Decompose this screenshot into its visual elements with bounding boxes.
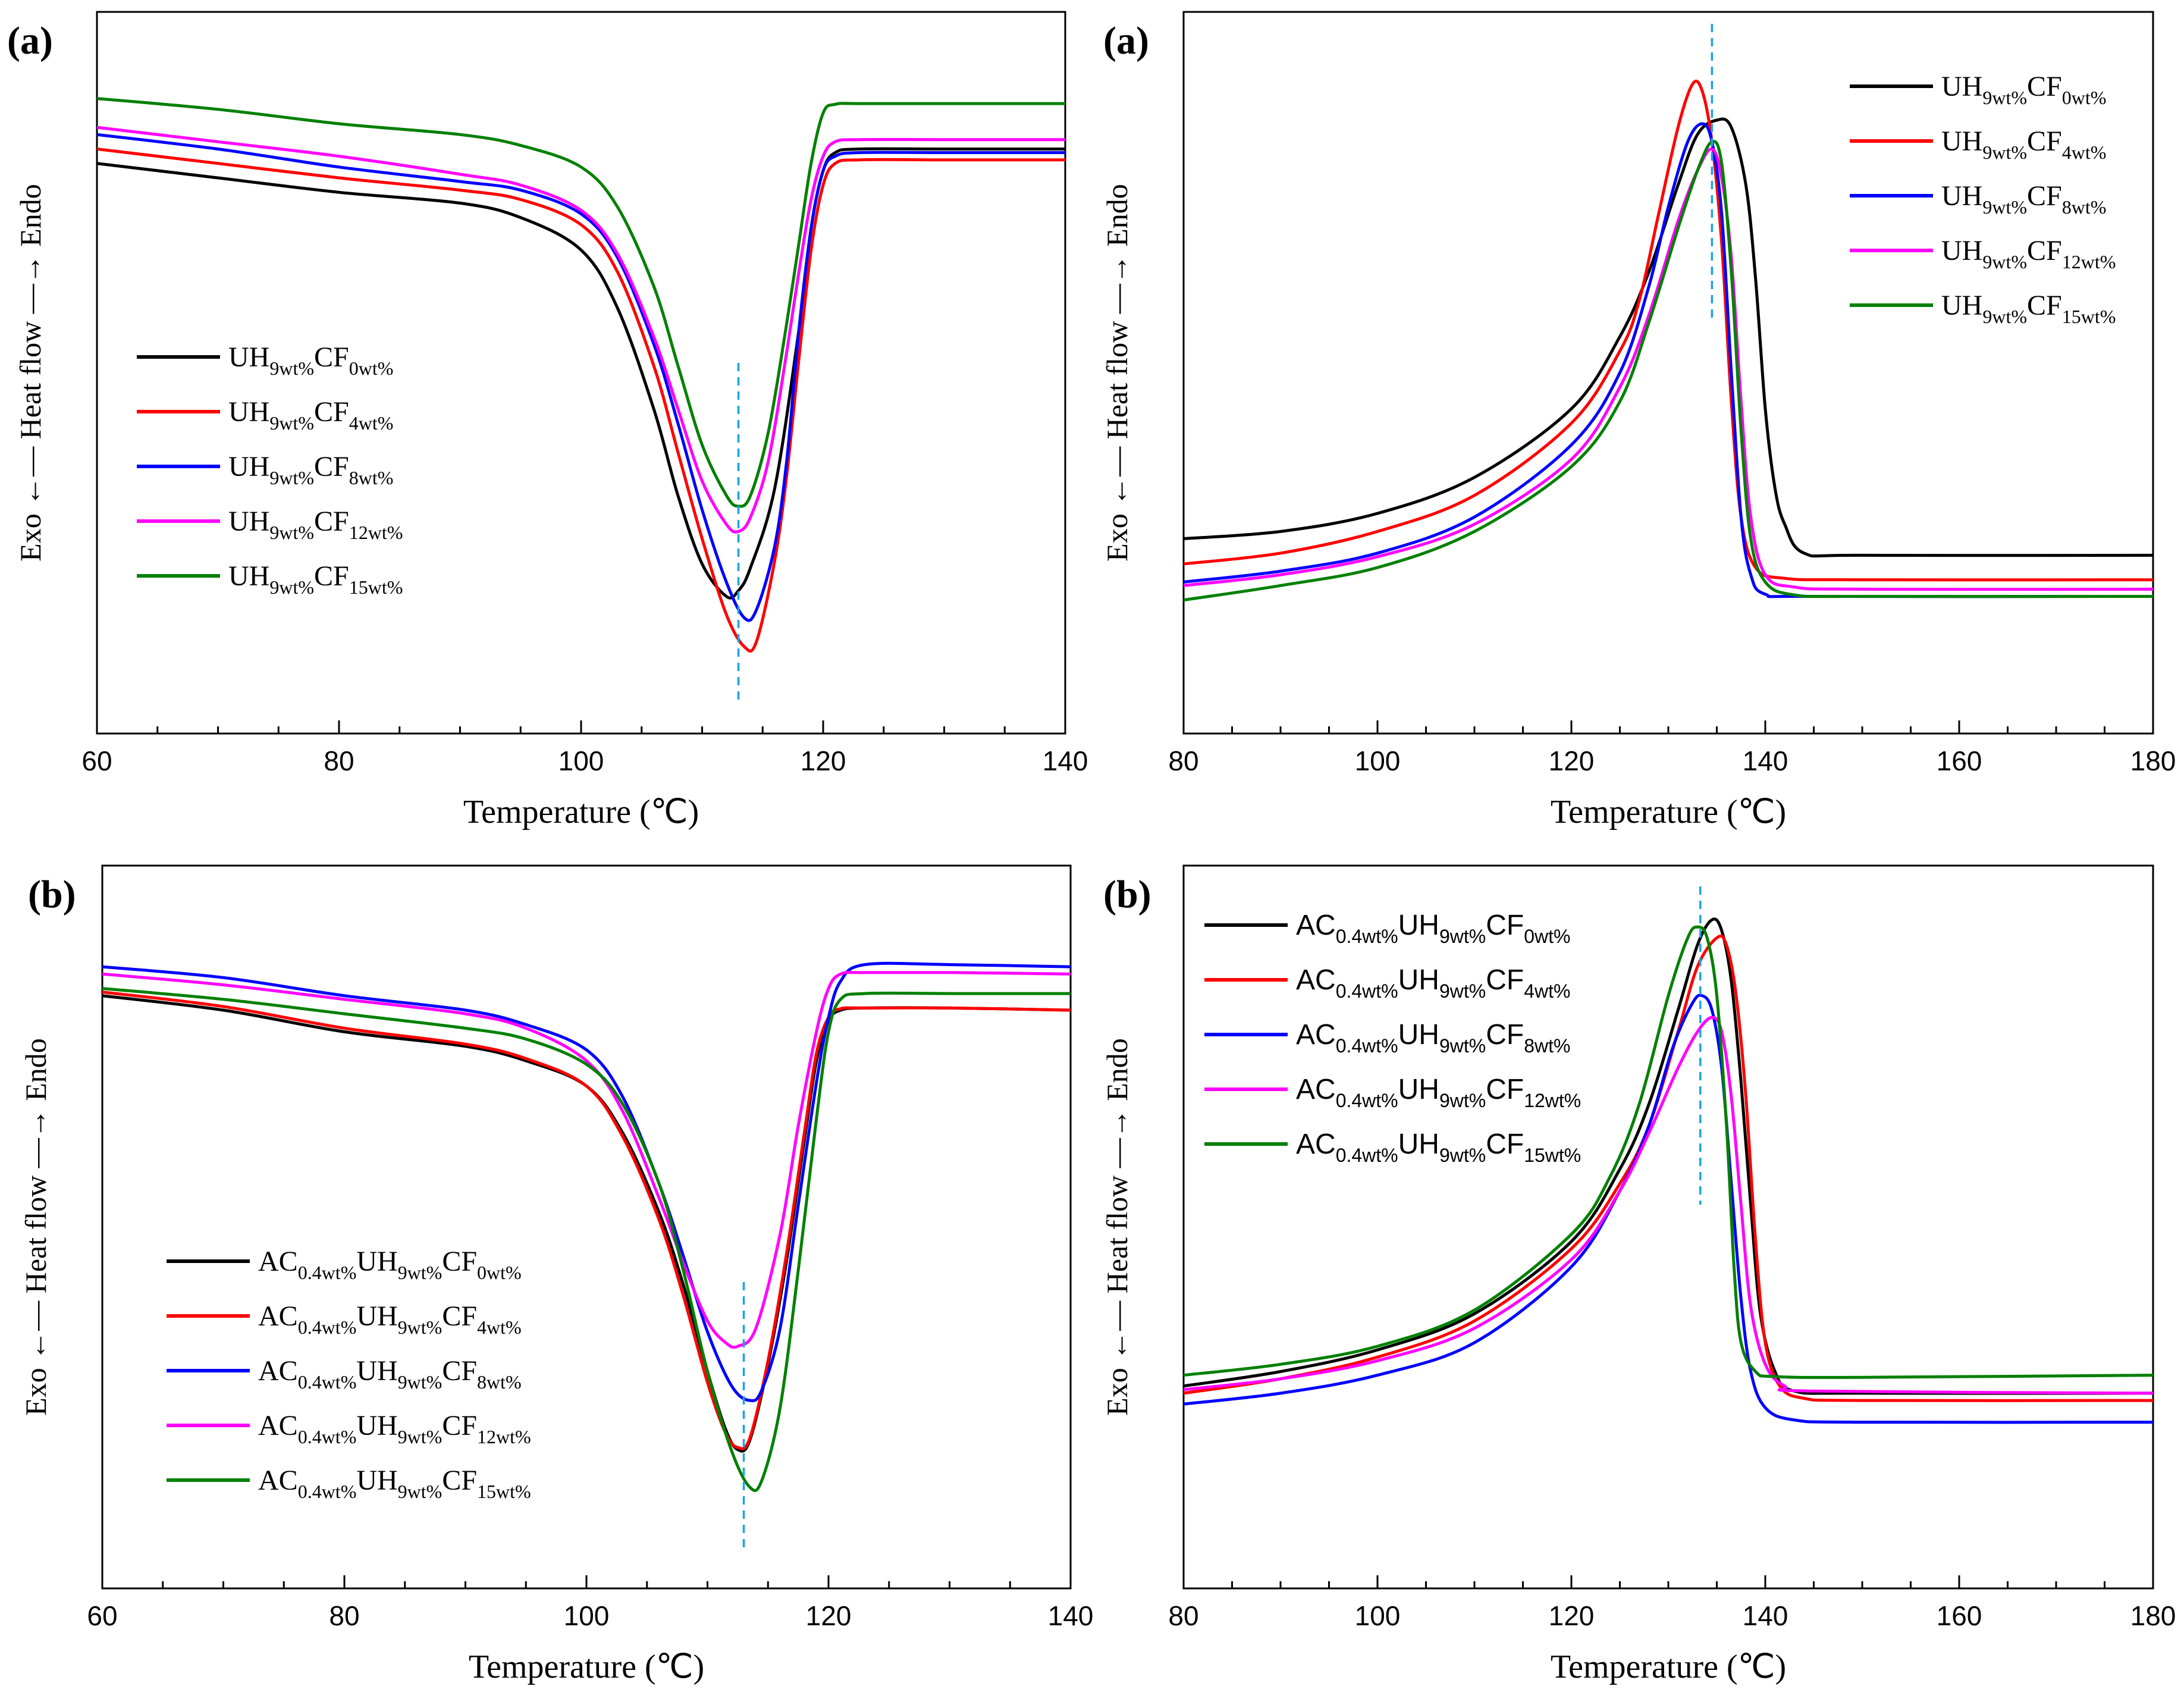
legend: AC0.4wt%UH9wt%CF0wt% AC0.4wt%UH9wt%CF4wt%… <box>1204 910 1581 1166</box>
x-tick-label: 60 <box>81 745 112 776</box>
x-tick-label: 100 <box>558 745 604 776</box>
plot-area <box>1184 24 2153 602</box>
legend-entry: AC0.4wt%UH9wt%CF0wt% <box>258 1246 522 1283</box>
legend-entry: UH9wt%CF8wt% <box>228 451 393 488</box>
x-axis-label: Temperature (℃) <box>1551 1648 1786 1685</box>
x-tick-label: 120 <box>801 745 846 776</box>
legend-entry: AC0.4wt%UH9wt%CF15wt% <box>1296 1129 1581 1166</box>
x-tick-label: 140 <box>1743 1600 1788 1631</box>
legend-entry: UH9wt%CF15wt% <box>1941 290 2116 327</box>
plot-area <box>102 961 1071 1553</box>
series-line <box>102 987 1071 1492</box>
legend-entry: UH9wt%CF15wt% <box>228 560 403 598</box>
x-tick-label: 100 <box>1355 1600 1401 1631</box>
x-tick-label: 80 <box>324 745 354 776</box>
legend: AC0.4wt%UH9wt%CF0wt% AC0.4wt%UH9wt%CF4wt%… <box>167 1246 531 1502</box>
panel-bottom-right: 80 100 120 140 160 180 Temperature (℃) Exo ←— H… <box>1100 864 2176 1685</box>
panel-label: (a) <box>7 19 53 62</box>
series-line <box>1184 1016 2153 1395</box>
y-axis-label: Exo ←— Heat flow —→ Endo <box>14 184 47 562</box>
series-line <box>102 961 1071 1403</box>
x-tick-label: 100 <box>564 1600 610 1631</box>
series-line <box>102 971 1071 1349</box>
x-tick-label: 180 <box>2130 1600 2176 1631</box>
legend-entry: UH9wt%CF8wt% <box>1941 180 2106 218</box>
panel-top-left: 60 80 100 120 140 Temperature (℃) Exo ←— Heat … <box>7 11 1088 830</box>
legend-entry: AC0.4wt%UH9wt%CF0wt% <box>1296 910 1570 947</box>
x-tick-label: 80 <box>329 1600 359 1631</box>
series-line <box>1184 147 2153 591</box>
legend-entry: AC0.4wt%UH9wt%CF8wt% <box>1296 1019 1570 1057</box>
series-line <box>1184 925 2153 1379</box>
x-tick-label: 180 <box>2130 745 2176 776</box>
plot-area <box>97 97 1065 705</box>
x-tick-label: 100 <box>1355 745 1401 776</box>
plot-frame <box>1182 11 2154 735</box>
legend-entry: UH9wt%CF4wt% <box>228 396 393 434</box>
series-line <box>97 133 1065 622</box>
x-tick-label: 120 <box>806 1600 852 1631</box>
x-tick-label: 140 <box>1043 745 1088 776</box>
series-line <box>97 148 1065 653</box>
panel-bottom-left: 60 80 100 120 140 Temperature (℃) Exo ←— Heat … <box>19 864 1094 1685</box>
x-tick-label: 80 <box>1168 745 1198 776</box>
legend-entry: AC0.4wt%UH9wt%CF4wt% <box>1296 964 1570 1002</box>
x-axis-label: Temperature (℃) <box>1551 794 1786 830</box>
series-line <box>1184 993 2153 1424</box>
series-line <box>97 97 1065 508</box>
panel-label: (b) <box>1103 873 1151 916</box>
panel-label: (a) <box>1103 19 1149 62</box>
legend-entry: UH9wt%CF12wt% <box>1941 235 2116 272</box>
panel-label: (b) <box>28 873 76 916</box>
y-axis-label: Exo ←— Heat flow —→ Endo <box>1100 184 1134 562</box>
x-axis-label: Temperature (℃) <box>463 794 699 830</box>
legend-entry: UH9wt%CF0wt% <box>1941 71 2106 108</box>
x-tick-label: 120 <box>1549 1600 1595 1631</box>
legend-entry: AC0.4wt%UH9wt%CF12wt% <box>1296 1074 1581 1111</box>
series-line <box>1184 140 2153 602</box>
legend: UH9wt%CF0wt% UH9wt%CF4wt% UH9wt%CF8wt% UH9w… <box>1850 71 2116 327</box>
legend-entry: AC0.4wt%UH9wt%CF8wt% <box>258 1355 522 1393</box>
panel-top-right: 80 100 120 140 160 180 Temperature (℃) Exo ←— H… <box>1100 11 2176 830</box>
plot-area <box>1184 886 2153 1424</box>
x-tick-label: 80 <box>1168 1600 1198 1631</box>
legend-entry: AC0.4wt%UH9wt%CF12wt% <box>258 1410 531 1447</box>
legend-entry: UH9wt%CF12wt% <box>228 506 403 543</box>
legend-entry: AC0.4wt%UH9wt%CF15wt% <box>258 1465 531 1502</box>
legend-entry: AC0.4wt%UH9wt%CF4wt% <box>258 1300 522 1338</box>
series-line <box>1184 122 2153 598</box>
legend-entry: UH9wt%CF4wt% <box>1941 126 2106 163</box>
x-tick-label: 160 <box>1937 745 1982 776</box>
x-tick-label: 140 <box>1743 745 1788 776</box>
series-line <box>97 126 1065 534</box>
x-tick-label: 160 <box>1937 1600 1982 1631</box>
y-axis-label: Exo ←— Heat flow —→ Endo <box>19 1038 52 1416</box>
x-tick-label: 120 <box>1549 745 1595 776</box>
x-tick-label: 60 <box>87 1600 117 1631</box>
series-line <box>1184 934 2153 1402</box>
series-line <box>1184 117 2153 558</box>
x-tick-label: 140 <box>1048 1600 1094 1631</box>
legend: UH9wt%CF0wt% UH9wt%CF4wt% UH9wt%CF8wt% UH9w… <box>137 341 403 598</box>
y-axis-label: Exo ←— Heat flow —→ Endo <box>1100 1038 1134 1416</box>
x-axis-label: Temperature (℃) <box>469 1648 704 1685</box>
legend-entry: UH9wt%CF0wt% <box>228 341 393 379</box>
